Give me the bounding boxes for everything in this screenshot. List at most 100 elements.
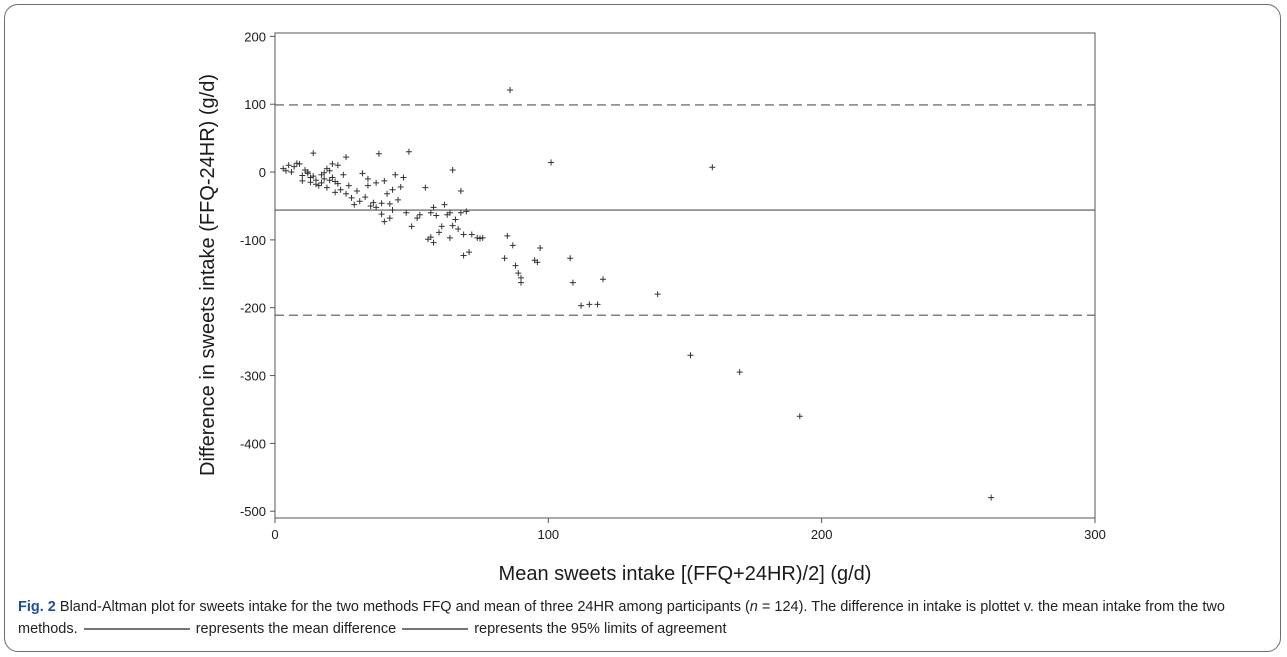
data-point xyxy=(466,249,473,256)
data-point xyxy=(569,279,576,286)
data-point xyxy=(329,174,336,181)
data-point xyxy=(477,235,483,242)
data-point xyxy=(567,255,574,262)
data-point xyxy=(507,86,514,93)
data-point xyxy=(518,279,524,286)
data-point xyxy=(427,209,434,216)
data-point xyxy=(446,234,453,241)
solid-line-legend-symbol xyxy=(83,628,190,630)
y-axis-ticks: 200 100 0 -100 -200 -300 -400 -500 xyxy=(240,29,275,519)
data-point xyxy=(356,198,363,205)
data-points xyxy=(280,86,995,501)
data-point xyxy=(288,169,295,176)
data-point xyxy=(436,229,442,236)
y-tick-label: 100 xyxy=(244,97,266,112)
data-point xyxy=(345,182,352,189)
data-point xyxy=(457,188,464,195)
data-point xyxy=(600,276,606,283)
y-tick-label: 0 xyxy=(259,165,266,180)
n-symbol: n xyxy=(749,599,758,615)
data-point xyxy=(373,204,380,211)
data-point xyxy=(321,169,328,176)
caption-text-1: Bland-Altman plot for sweets intake for … xyxy=(59,599,750,615)
data-point xyxy=(586,301,593,308)
data-point xyxy=(310,150,317,157)
data-point xyxy=(446,209,453,216)
data-point xyxy=(310,173,317,180)
data-point xyxy=(315,182,322,189)
x-axis-ticks: 0 100 200 300 xyxy=(271,518,1106,542)
data-point xyxy=(449,167,456,174)
x-tick-label: 300 xyxy=(1084,527,1106,542)
data-point xyxy=(293,160,300,167)
data-point xyxy=(323,184,330,191)
data-point xyxy=(594,301,601,308)
data-point xyxy=(375,150,382,157)
data-point xyxy=(326,167,333,174)
data-point xyxy=(332,189,339,196)
data-point xyxy=(438,223,445,230)
data-point xyxy=(389,207,396,214)
data-point xyxy=(430,204,437,211)
plot-area xyxy=(274,32,1096,519)
data-point xyxy=(386,200,393,207)
data-point xyxy=(378,200,385,207)
data-point xyxy=(326,177,333,184)
y-tick-label: -200 xyxy=(240,301,266,316)
reference-lines xyxy=(275,104,1095,316)
data-point xyxy=(392,171,399,178)
data-point xyxy=(416,211,423,218)
data-point xyxy=(537,245,544,252)
data-point xyxy=(422,184,429,191)
data-point xyxy=(463,208,470,215)
dashed-line-legend-symbol xyxy=(402,628,469,630)
data-point xyxy=(299,172,306,179)
data-point xyxy=(988,494,995,501)
data-point xyxy=(340,171,347,178)
figure-label: Fig. 2 xyxy=(18,599,56,615)
data-point xyxy=(364,182,371,189)
data-point xyxy=(351,201,358,208)
data-point xyxy=(408,223,415,230)
data-point xyxy=(468,231,475,238)
figure-frame xyxy=(4,4,1281,652)
y-tick-label: -400 xyxy=(240,436,266,451)
data-point xyxy=(427,234,434,241)
data-point xyxy=(455,226,462,233)
dashed-legend-text: represents the 95% limits of agreement xyxy=(474,621,727,637)
data-point xyxy=(381,218,388,225)
data-point xyxy=(395,196,401,203)
data-point xyxy=(534,259,541,266)
data-point xyxy=(441,201,448,208)
data-point xyxy=(343,190,350,197)
data-point xyxy=(299,177,306,184)
data-point xyxy=(304,169,311,176)
data-point xyxy=(337,186,344,193)
x-tick-label: 0 xyxy=(271,527,278,542)
data-point xyxy=(474,234,481,241)
x-tick-label: 200 xyxy=(811,527,833,542)
data-point xyxy=(654,291,661,298)
data-point xyxy=(430,239,437,246)
y-tick-label: -300 xyxy=(240,369,266,384)
data-point xyxy=(386,215,393,222)
data-point xyxy=(460,231,467,238)
data-point xyxy=(378,211,385,218)
data-point xyxy=(452,216,459,223)
bland-altman-plot: 200 100 0 -100 -200 -300 -400 -500 0 100 200 300 M… xyxy=(197,29,1106,585)
data-point xyxy=(384,190,391,197)
data-point xyxy=(457,209,464,216)
data-point xyxy=(433,212,440,219)
y-tick-label: -100 xyxy=(240,233,266,248)
data-point xyxy=(296,160,303,167)
solid-legend-text: represents the mean difference xyxy=(195,621,397,637)
data-point xyxy=(512,262,519,269)
data-point xyxy=(403,209,410,216)
y-axis-label: Difference in sweets intake (FFQ-24HR) (… xyxy=(197,74,219,476)
data-point xyxy=(578,302,585,309)
data-point xyxy=(515,270,522,277)
data-point xyxy=(334,162,341,169)
data-point xyxy=(397,183,404,190)
data-point xyxy=(796,413,803,420)
data-point xyxy=(709,164,716,171)
